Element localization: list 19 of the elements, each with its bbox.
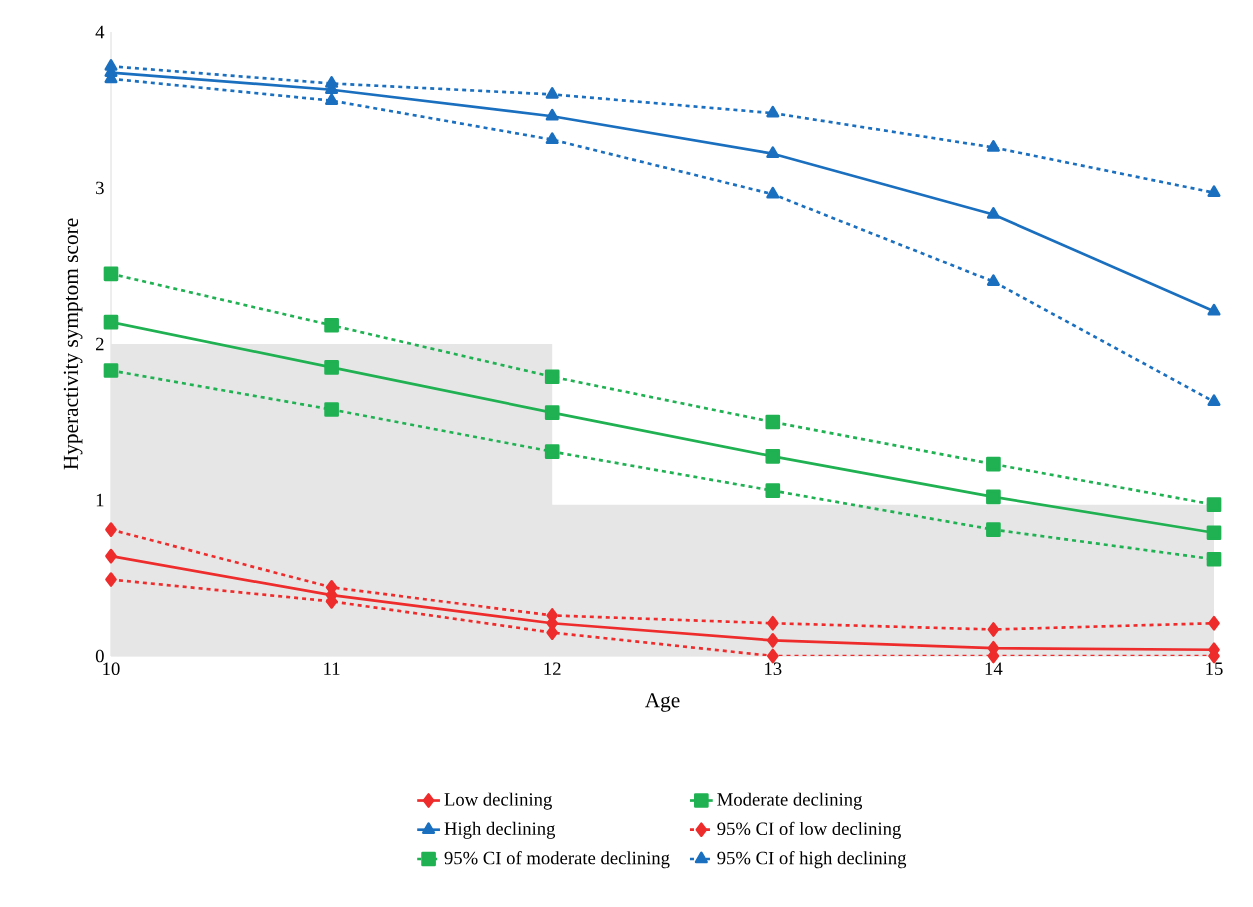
y-tick-label: 4 — [95, 25, 105, 39]
y-tick-label: 0 — [95, 649, 104, 663]
x-tick-label: 10 — [103, 662, 120, 676]
legend-label: High declining — [444, 821, 556, 839]
x-tick-label: 13 — [765, 662, 782, 676]
legend-label: 95% CI of high declining — [717, 851, 907, 869]
y-tick-label: 1 — [96, 493, 104, 507]
y-tick-label: 2 — [96, 337, 104, 351]
y-tick-label: 3 — [96, 181, 104, 195]
y-axis-title: Hyperactivity symptom score — [63, 218, 83, 470]
x-tick-label: 11 — [324, 662, 340, 675]
legend-label: Moderate declining — [717, 792, 863, 810]
x-tick-label: 14 — [985, 662, 1003, 675]
x-tick-label: 12 — [544, 662, 561, 675]
x-axis-title: Age — [644, 693, 680, 712]
legend-label: Low declining — [444, 792, 552, 810]
legend-label: 95% CI of low declining — [717, 821, 901, 839]
legend-label: 95% CI of moderate declining — [444, 851, 670, 869]
x-tick-label: 15 — [1206, 662, 1223, 675]
